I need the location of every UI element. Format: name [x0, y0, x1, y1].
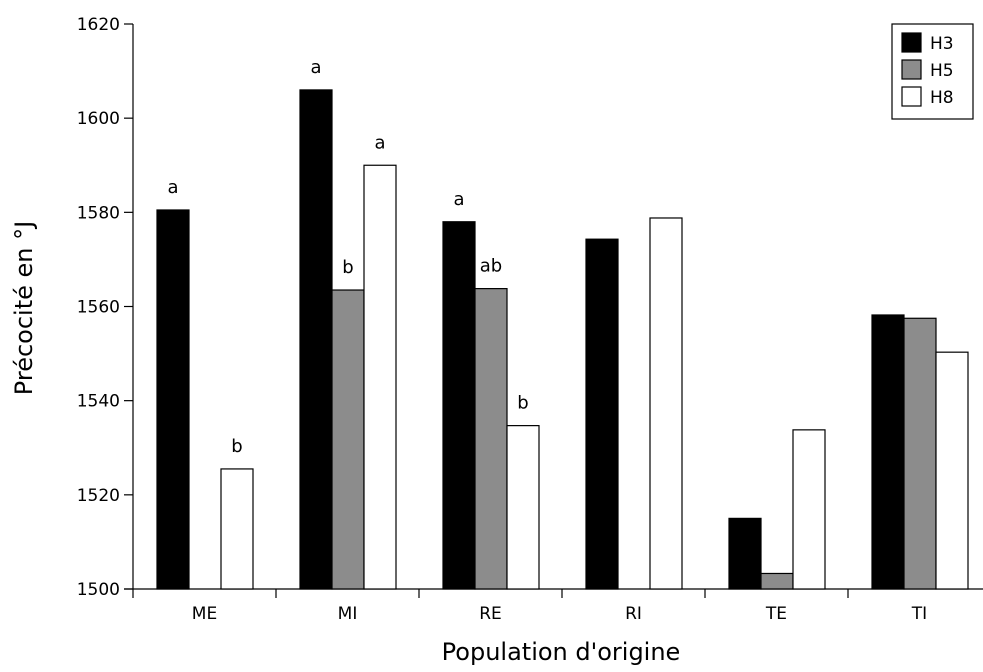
bar-h5-ti — [903, 317, 937, 590]
bar-h3-ri — [585, 238, 619, 590]
significance-label: b — [517, 393, 528, 414]
x-tick-label: ME — [192, 604, 217, 624]
significance-label: b — [342, 257, 353, 278]
legend-swatch-h5 — [901, 59, 922, 80]
x-tick-label: RI — [625, 604, 642, 624]
legend-swatch-h3 — [901, 32, 922, 53]
significance-label: ab — [480, 256, 502, 277]
bar-h5-re — [474, 288, 508, 590]
bar-h8-ti — [935, 351, 969, 590]
x-tick-label: MI — [338, 604, 358, 624]
legend: H3 H5 H8 — [891, 23, 974, 120]
x-tick-label: TI — [911, 604, 927, 624]
legend-swatch-h8 — [901, 86, 922, 107]
x-tick-label: RE — [479, 604, 502, 624]
y-tick-label: 1580 — [77, 203, 120, 223]
bars — [156, 89, 969, 590]
significance-label: a — [167, 177, 178, 198]
bar-h5-te — [760, 572, 794, 590]
significance-label: a — [310, 57, 321, 78]
bar-h8-ri — [649, 217, 683, 590]
significance-label: a — [374, 132, 385, 153]
bar-h8-te — [792, 429, 826, 590]
bar-h8-mi — [363, 164, 397, 590]
y-tick-label: 1620 — [77, 15, 120, 35]
significance-label: a — [453, 189, 464, 210]
bar-h8-me — [220, 468, 254, 590]
x-axis: ME MI RE RI TE TI — [124, 588, 983, 624]
bar-h3-me — [156, 209, 190, 590]
y-tick-label: 1600 — [77, 109, 120, 129]
x-tick-label: TE — [765, 604, 787, 624]
bar-h8-re — [506, 425, 540, 590]
y-axis: 1500 1520 1540 1560 1580 1600 1620 — [77, 15, 134, 600]
significance-label: b — [231, 436, 242, 457]
y-tick-label: 1540 — [77, 392, 120, 412]
legend-label: H3 — [930, 34, 954, 54]
bar-h5-mi — [331, 289, 365, 590]
bar-h3-mi — [299, 89, 333, 590]
bar-h3-te — [728, 517, 762, 590]
bar-h3-re — [442, 221, 476, 590]
y-axis-title: Précocité en °J — [10, 221, 38, 395]
y-tick-label: 1500 — [77, 580, 120, 600]
x-axis-title: Population d'origine — [442, 638, 681, 666]
y-tick-label: 1560 — [77, 298, 120, 318]
legend-label: H5 — [930, 61, 954, 81]
y-tick-label: 1520 — [77, 486, 120, 506]
legend-label: H8 — [930, 88, 954, 108]
bar-h3-ti — [871, 314, 905, 590]
